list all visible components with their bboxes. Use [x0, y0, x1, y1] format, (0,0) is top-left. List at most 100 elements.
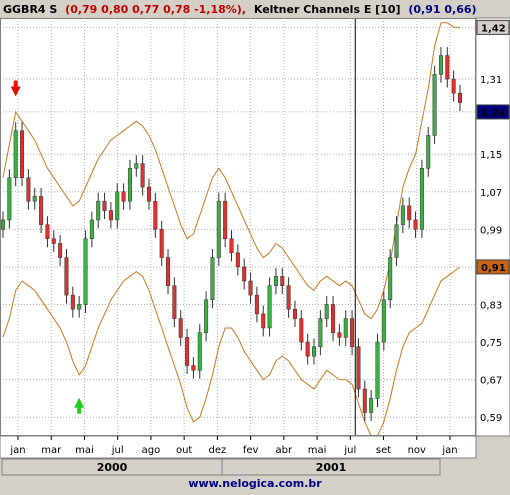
candle-body	[89, 219, 94, 239]
indicator-values: (0,91 0,66)	[408, 3, 476, 16]
candle-body	[438, 55, 443, 75]
candle-body	[331, 304, 336, 333]
candle-body	[400, 205, 405, 225]
candle-body	[286, 285, 291, 310]
candle-body	[248, 280, 253, 296]
candle-body	[451, 78, 456, 94]
candle-body	[324, 304, 329, 319]
price-badge-label: 1,42	[481, 23, 506, 34]
candle-body	[197, 332, 202, 371]
candle-body	[445, 55, 450, 80]
candle-body	[172, 285, 177, 319]
candle-body	[204, 299, 209, 333]
candle-body	[146, 186, 151, 202]
x-tick-label: mai	[75, 445, 94, 456]
y-tick-label: 1,15	[480, 150, 502, 161]
candle-body	[216, 200, 221, 258]
candle-body	[7, 177, 12, 221]
candle-body	[210, 257, 215, 301]
candle-body	[20, 130, 25, 178]
year-label: 2000	[97, 461, 128, 474]
candle-body	[191, 365, 196, 371]
candle-body	[96, 200, 101, 221]
candle-body	[362, 388, 367, 413]
candle-body	[413, 219, 418, 230]
y-tick-label: 0,75	[480, 338, 502, 349]
x-tick-label: jan	[9, 445, 25, 456]
candle-body	[432, 74, 437, 136]
y-tick-label: 1,07	[480, 188, 502, 199]
y-tick-label: 1,31	[480, 75, 502, 86]
x-tick-label: dez	[209, 445, 227, 456]
candle-body	[185, 337, 190, 366]
candle-body	[235, 252, 240, 268]
candle-body	[32, 196, 37, 202]
lower-band-line	[2, 266, 461, 437]
candle-body	[426, 135, 431, 169]
grid	[0, 18, 476, 436]
upper-band-line	[2, 22, 460, 320]
x-axis: jan mar mai jul ago out dez fev abr mai jul set nov j…	[0, 435, 477, 459]
candle-body	[70, 294, 75, 310]
x-tick-label: mai	[308, 445, 327, 456]
candle-body	[299, 318, 304, 343]
candle-body	[350, 318, 355, 348]
keltner-bands	[2, 22, 461, 437]
y-tick-label: 0,99	[480, 225, 502, 236]
candle-body	[280, 276, 285, 286]
candle-body	[381, 299, 386, 343]
candle-body	[305, 341, 310, 357]
candle-body	[153, 200, 158, 230]
buy-arrow-icon	[74, 397, 85, 414]
x-tick-label: out	[176, 445, 192, 456]
candle-body	[178, 318, 183, 338]
candle-body	[159, 229, 164, 258]
candle-body	[229, 238, 234, 254]
candle-body	[102, 200, 107, 211]
sell-arrow-icon	[10, 80, 21, 97]
candle-body	[394, 224, 399, 258]
candle-body	[292, 308, 297, 319]
candle-body	[343, 318, 348, 338]
candle-body	[13, 130, 18, 178]
year-segment	[221, 458, 441, 476]
candle-body	[121, 191, 126, 202]
footer-url[interactable]: www.nelogica.com.br	[188, 477, 322, 490]
candle-body	[45, 224, 50, 239]
plot-border	[0, 18, 476, 436]
candle-body	[58, 243, 63, 258]
candle-body	[108, 210, 113, 221]
y-tick-label: 0,67	[480, 376, 502, 387]
x-tick-label: abr	[276, 445, 293, 456]
y-axis: 1,42 1,31 1,24 1,15 1,07 0,99 0,91 0,83 0,75 0,67…	[475, 17, 510, 437]
candle-body	[273, 276, 278, 286]
plot-area[interactable]	[0, 18, 476, 436]
price-badge-label: 1,24	[481, 108, 506, 119]
ticker-label: GGBR4 S	[3, 3, 57, 16]
candle-body	[51, 238, 56, 244]
candle-body	[312, 346, 317, 357]
candle-body	[166, 257, 171, 286]
chart-header: GGBR4 S (0,79 0,80 0,77 0,78 -1,18%), Ke…	[3, 3, 477, 16]
candle-body	[407, 205, 412, 221]
price-badge-label: 0,91	[481, 263, 506, 274]
x-tick-label: ago	[142, 445, 161, 456]
candle-body	[375, 341, 380, 399]
indicator-name: Keltner Channels E [10]	[254, 3, 401, 16]
candle-body	[369, 398, 374, 413]
y-axis-panel	[475, 17, 510, 437]
x-tick-label: mar	[41, 445, 62, 456]
candle-body	[1, 219, 5, 230]
candle-body	[39, 196, 44, 225]
x-tick-label: fev	[243, 445, 259, 456]
candles[interactable]	[1, 47, 462, 421]
candle-body	[337, 332, 342, 338]
candle-body	[77, 304, 82, 310]
candle-body	[356, 346, 361, 390]
year-label: 2001	[316, 461, 347, 474]
candle-body	[318, 318, 323, 348]
x-tick-label: jan	[441, 445, 457, 456]
price-badge	[476, 19, 510, 35]
